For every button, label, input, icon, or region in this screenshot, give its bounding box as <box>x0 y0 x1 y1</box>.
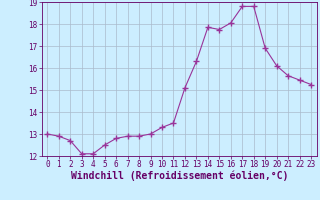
X-axis label: Windchill (Refroidissement éolien,°C): Windchill (Refroidissement éolien,°C) <box>70 171 288 181</box>
